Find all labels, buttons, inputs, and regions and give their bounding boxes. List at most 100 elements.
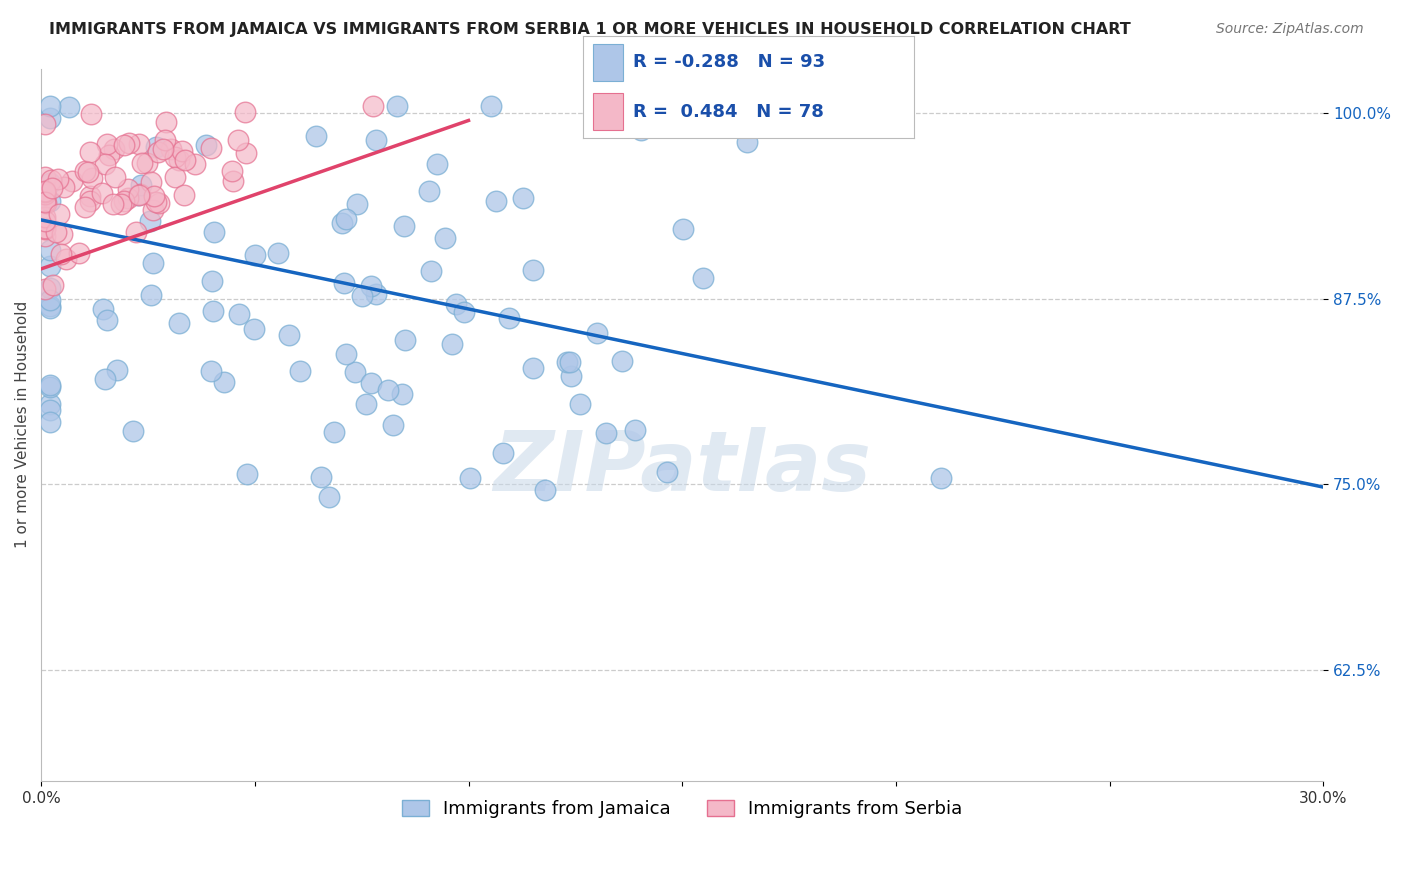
Point <box>444 297 467 311</box>
Point <box>142 189 165 203</box>
Point <box>142 256 165 270</box>
Point <box>152 142 174 156</box>
Point <box>52 179 75 194</box>
Point <box>34 221 56 235</box>
Point <box>48 172 70 186</box>
Point <box>354 397 377 411</box>
Point <box>453 305 475 319</box>
Point <box>94 157 117 171</box>
Point <box>141 203 163 218</box>
Point <box>79 145 101 160</box>
Point <box>34 210 56 224</box>
Point <box>555 355 578 369</box>
Point <box>79 107 101 121</box>
Point <box>492 446 515 460</box>
Point <box>420 264 443 278</box>
Point <box>361 98 384 112</box>
Point <box>195 137 218 152</box>
Text: R =  0.484   N = 78: R = 0.484 N = 78 <box>633 103 824 120</box>
Point <box>174 153 197 167</box>
Point <box>226 133 249 147</box>
Point <box>42 277 65 292</box>
Point <box>79 194 101 208</box>
Point <box>39 172 62 186</box>
Point <box>212 376 235 390</box>
Point <box>200 363 222 377</box>
Point <box>98 148 121 162</box>
Point <box>124 225 146 239</box>
Point <box>364 287 387 301</box>
Point <box>335 347 357 361</box>
Point <box>129 178 152 193</box>
Point <box>624 423 647 437</box>
Point <box>51 247 73 261</box>
Point <box>672 222 695 236</box>
Point <box>90 186 112 200</box>
Point <box>117 136 139 150</box>
Point <box>51 227 73 241</box>
Point <box>202 225 225 239</box>
Point <box>201 273 224 287</box>
Point <box>595 425 617 440</box>
Point <box>67 246 90 260</box>
Point <box>323 425 346 440</box>
Point <box>105 363 128 377</box>
Point <box>318 490 340 504</box>
Point <box>167 153 190 167</box>
Point <box>38 299 60 313</box>
Point <box>330 216 353 230</box>
Point <box>101 196 124 211</box>
Point <box>534 483 557 497</box>
Point <box>305 128 328 143</box>
Point <box>236 467 259 481</box>
Point <box>173 188 195 202</box>
Point <box>394 333 416 347</box>
Point <box>333 276 356 290</box>
Point <box>243 248 266 262</box>
Point <box>34 184 56 198</box>
Point <box>498 311 520 326</box>
Point <box>117 190 139 204</box>
Point <box>131 156 153 170</box>
Point <box>426 157 449 171</box>
Point <box>38 293 60 307</box>
Point <box>38 380 60 394</box>
Point <box>735 135 758 149</box>
Point <box>41 181 63 195</box>
Point <box>136 155 159 169</box>
FancyBboxPatch shape <box>593 93 623 130</box>
Point <box>155 115 177 129</box>
Point <box>159 142 181 156</box>
Point <box>35 195 58 210</box>
Point <box>377 383 399 397</box>
Text: R = -0.288   N = 93: R = -0.288 N = 93 <box>633 54 825 71</box>
Legend: Immigrants from Jamaica, Immigrants from Serbia: Immigrants from Jamaica, Immigrants from… <box>395 793 970 825</box>
Point <box>38 243 60 257</box>
Point <box>34 194 56 209</box>
Point <box>153 133 176 147</box>
Point <box>38 416 60 430</box>
Point <box>228 307 250 321</box>
Point <box>127 188 149 202</box>
Point <box>34 169 56 184</box>
Point <box>34 187 56 202</box>
Point <box>335 211 357 226</box>
Point <box>148 196 170 211</box>
Point <box>45 225 67 239</box>
Point <box>522 361 544 376</box>
Point <box>77 165 100 179</box>
Point <box>522 262 544 277</box>
Point <box>243 322 266 336</box>
Point <box>91 302 114 317</box>
Point <box>62 174 84 188</box>
Point <box>290 364 312 378</box>
Point <box>103 143 125 157</box>
Point <box>117 182 139 196</box>
Point <box>391 387 413 401</box>
Point <box>167 316 190 330</box>
Point <box>34 186 56 201</box>
Point <box>139 288 162 302</box>
Point <box>38 260 60 274</box>
Point <box>38 378 60 392</box>
Point <box>129 186 152 201</box>
